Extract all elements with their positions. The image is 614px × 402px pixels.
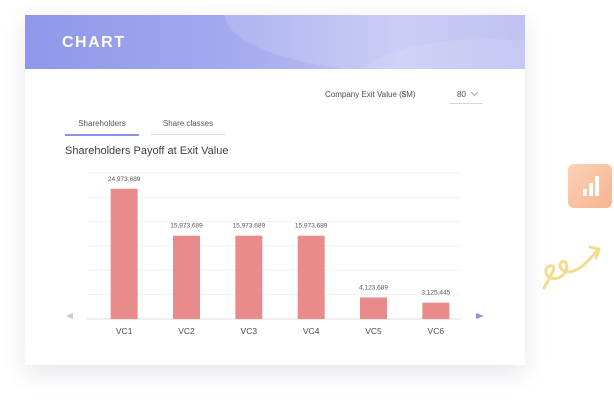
data-label-vc1: 24,973,689	[108, 176, 141, 183]
bar-vc2[interactable]	[173, 235, 200, 319]
bar-chart-icon[interactable]	[568, 164, 612, 208]
category-label-vc1: VC1	[116, 326, 133, 336]
chevron-left-icon[interactable]	[66, 313, 73, 319]
category-label-vc5: VC5	[365, 326, 382, 336]
chevron-right-icon[interactable]	[476, 313, 484, 319]
data-label-vc2: 15,973,689	[170, 223, 203, 230]
chart-bars	[110, 188, 450, 319]
bar-vc6[interactable]	[422, 302, 450, 319]
chart-card: CHART Company Exit Value ($M) 80 Shareho…	[25, 15, 525, 365]
data-label-vc6: 3,125,445	[421, 290, 450, 297]
data-label-vc5: 4,123,689	[359, 284, 388, 291]
category-label-vc2: VC2	[178, 326, 195, 336]
card-header: CHART	[25, 15, 525, 69]
bar-vc5[interactable]	[360, 297, 387, 319]
exit-value-selected: 80	[457, 90, 466, 99]
bar-vc4[interactable]	[297, 235, 325, 319]
bar-vc1[interactable]	[110, 188, 138, 319]
tab-shareholders-label: Shareholders	[78, 119, 126, 128]
data-label-vc4: 15,973,689	[295, 223, 328, 230]
category-label-vc3: VC3	[241, 326, 258, 336]
bar-chart: 24,973,689 15,973,689 15,973,689 15,973,689…	[66, 172, 484, 336]
chart-grid	[87, 172, 461, 320]
chart-title: Shareholders Payoff at Exit Value	[65, 145, 229, 157]
chart-category-labels: VC1 VC2 VC3 VC4 VC5 VC6	[116, 326, 444, 336]
category-label-vc6: VC6	[428, 326, 445, 336]
tab-share-classes-label: Share classes	[162, 119, 214, 128]
tab-shareholders[interactable]: Shareholders	[65, 115, 139, 136]
exit-value-label: Company Exit Value ($M)	[325, 90, 416, 99]
category-label-vc4: VC4	[303, 326, 320, 336]
chart-data-labels: 24,973,689 15,973,689 15,973,689 15,973,689…	[108, 176, 451, 297]
bar-vc3[interactable]	[235, 235, 263, 319]
card-title: CHART	[62, 34, 126, 51]
tab-share-classes[interactable]: Share classes	[151, 115, 225, 135]
squiggle-arrow-icon	[542, 245, 601, 290]
data-label-vc3: 15,973,689	[233, 223, 266, 230]
exit-value-select[interactable]: 80	[449, 85, 483, 104]
